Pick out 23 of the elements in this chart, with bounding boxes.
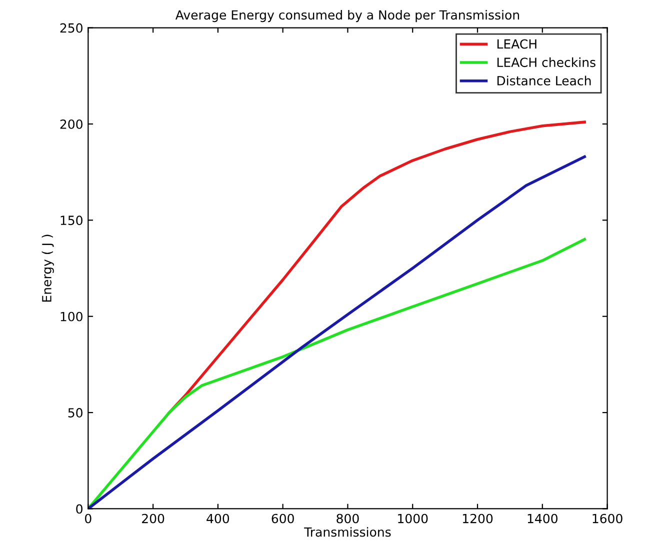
y-tick-label: 250 [60,23,82,33]
x-tick-label: 800 [336,514,359,524]
line-series [88,238,586,509]
line-series [88,155,586,509]
legend-label: LEACH [497,39,536,49]
x-tick-label: 1600 [592,514,622,524]
y-tick-label: 150 [60,216,82,226]
x-tick-label: 600 [272,514,294,524]
x-tick-label: 1000 [398,514,428,524]
y-tick-label: 100 [60,312,82,322]
legend-label: Distance Leach [497,76,591,86]
chart-title: Average Energy consumed by a Node per Transmission [175,10,520,22]
y-axis-title: Energy ( J ) [42,234,54,302]
x-tick-label: 0 [85,514,92,524]
x-tick-label: 200 [142,514,164,524]
x-axis-title: Transmissions [304,527,391,537]
y-tick-label: 0 [76,504,82,514]
x-tick-label: 400 [206,514,230,524]
x-tick-label: 1200 [462,514,493,524]
y-tick-label: 50 [68,408,82,418]
legend-label: LEACH checkins [497,57,596,68]
y-tick-label: 200 [60,119,82,129]
x-tick-label: 1400 [528,514,558,524]
